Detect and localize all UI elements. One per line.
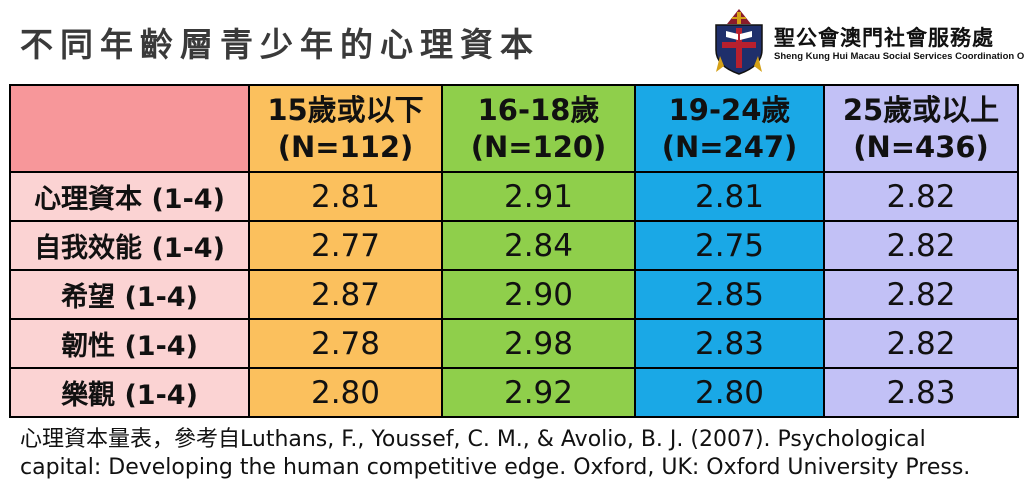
table-cell: 2.82 [823, 171, 1019, 222]
column-header-label: 15歲或以下 [267, 92, 424, 127]
row-label: 心理資本 (1-4) [9, 171, 250, 222]
table-row-hope: 希望 (1-4) 2.87 2.90 2.85 2.82 [9, 269, 1019, 320]
table-cell: 2.82 [823, 269, 1019, 320]
psycap-table: 15歲或以下 (N=112) 16-18歲 (N=120) 19-24歲 (N=… [9, 84, 1019, 418]
table-cell: 2.80 [248, 367, 443, 418]
organization-logo: 聖公會澳門社會服務處 Sheng Kung Hui Macau Social S… [712, 6, 1024, 76]
header-row: 15歲或以下 (N=112) 16-18歲 (N=120) 19-24歲 (N=… [9, 84, 1019, 173]
footnote-line: capital: Developing the human competitiv… [20, 455, 971, 480]
table-cell: 2.83 [634, 318, 825, 369]
column-header-25-or-above: 25歲或以上 (N=436) [823, 84, 1019, 173]
corner-cell [9, 84, 250, 173]
table-cell: 2.92 [441, 367, 636, 418]
table-row-self-efficacy: 自我效能 (1-4) 2.77 2.84 2.75 2.82 [9, 220, 1019, 271]
table-cell: 2.78 [248, 318, 443, 369]
table-cell: 2.84 [441, 220, 636, 271]
column-header-label: 16-18歲 [477, 92, 600, 127]
crest-icon [715, 9, 763, 75]
row-label: 希望 (1-4) [9, 269, 250, 320]
row-label: 韌性 (1-4) [9, 318, 250, 369]
row-label: 自我效能 (1-4) [9, 220, 250, 271]
table-cell: 2.82 [823, 318, 1019, 369]
table-cell: 2.81 [248, 171, 443, 222]
column-header-sample-size: (N=120) [470, 129, 607, 164]
column-header-19-24: 19-24歲 (N=247) [634, 84, 825, 173]
column-header-sample-size: (N=112) [277, 129, 414, 164]
column-header-15-or-under: 15歲或以下 (N=112) [248, 84, 443, 173]
table-row-optimism: 樂觀 (1-4) 2.80 2.92 2.80 2.83 [9, 367, 1019, 418]
column-header-sample-size: (N=247) [661, 129, 798, 164]
table-cell: 2.77 [248, 220, 443, 271]
row-label: 樂觀 (1-4) [9, 367, 250, 418]
table-cell: 2.75 [634, 220, 825, 271]
organization-name-chinese: 聖公會澳門社會服務處 [774, 26, 994, 50]
reference-footnote: 心理資本量表，參考自Luthans, F., Youssef, C. M., &… [20, 426, 1010, 482]
organization-name-english: Sheng Kung Hui Macau Social Services Coo… [774, 51, 1024, 62]
page-title: 不同年齡層青少年的心理資本 [20, 25, 540, 64]
column-header-sample-size: (N=436) [853, 129, 989, 164]
table-cell: 2.80 [634, 367, 825, 418]
table-cell: 2.98 [441, 318, 636, 369]
table-cell: 2.87 [248, 269, 443, 320]
table-cell: 2.81 [634, 171, 825, 222]
table-cell: 2.85 [634, 269, 825, 320]
column-header-16-18: 16-18歲 (N=120) [441, 84, 636, 173]
table-cell: 2.83 [823, 367, 1019, 418]
table-cell: 2.91 [441, 171, 636, 222]
column-header-label: 25歲或以上 [842, 92, 1000, 127]
table-cell: 2.82 [823, 220, 1019, 271]
footnote-line: 心理資本量表，參考自Luthans, F., Youssef, C. M., &… [20, 427, 926, 452]
table-row-resilience: 韌性 (1-4) 2.78 2.98 2.83 2.82 [9, 318, 1019, 369]
table-cell: 2.90 [441, 269, 636, 320]
table-row-psycap: 心理資本 (1-4) 2.81 2.91 2.81 2.82 [9, 171, 1019, 222]
column-header-label: 19-24歲 [668, 92, 791, 127]
